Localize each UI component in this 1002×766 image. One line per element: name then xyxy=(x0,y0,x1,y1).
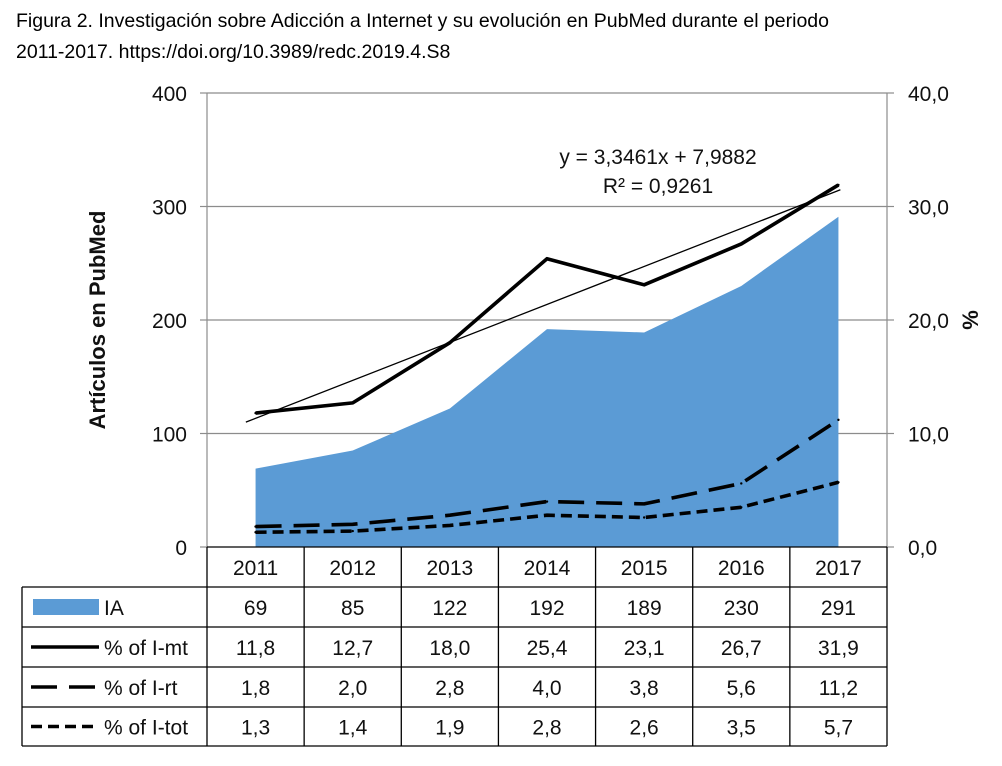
x-tick-label: 2012 xyxy=(329,557,376,580)
legend-label: % of I-rt xyxy=(104,677,178,700)
y-right-tick-label: 0,0 xyxy=(908,537,937,560)
table-cell-value: 122 xyxy=(432,597,467,620)
table-cell-value: 4,0 xyxy=(532,677,561,700)
data-point xyxy=(448,524,452,527)
table-cell-value: 5,6 xyxy=(727,677,756,700)
trendline xyxy=(245,189,841,423)
table-cell-value: 31,9 xyxy=(818,637,859,660)
legend-label: % of I-mt xyxy=(104,637,188,660)
table-cell-value: 11,2 xyxy=(819,677,858,700)
table-cell-value: 11,8 xyxy=(236,637,275,660)
table-cell-value: 69 xyxy=(244,597,267,620)
table-cell-value: 12,7 xyxy=(332,637,373,660)
y-right-tick-label: 40,0 xyxy=(908,83,949,106)
area-series-ia xyxy=(255,216,839,547)
table-cell-value: 189 xyxy=(627,597,662,620)
table-cell-value: 1,3 xyxy=(241,717,270,740)
y-tick-label: 400 xyxy=(152,83,187,106)
y-right-axis-title: % xyxy=(958,310,983,330)
data-point xyxy=(545,257,549,260)
data-point xyxy=(642,283,646,287)
y-tick-label: 300 xyxy=(152,197,187,220)
data-point xyxy=(740,482,743,485)
x-tick-label: 2013 xyxy=(426,557,473,580)
figure-caption: Figura 2. Investigación sobre Adicción a… xyxy=(16,6,991,68)
data-point xyxy=(254,411,257,415)
y-right-tick-label: 20,0 xyxy=(908,310,949,333)
table-cell-value: 2,8 xyxy=(532,717,561,740)
y-tick-label: 200 xyxy=(152,310,187,333)
table-cell-value: 23,1 xyxy=(624,637,665,660)
table-cell-value: 2,8 xyxy=(435,677,464,700)
x-tick-label: 2016 xyxy=(718,557,765,580)
data-point xyxy=(351,523,354,526)
y-right-tick-label: 10,0 xyxy=(908,424,949,447)
y-tick-label: 100 xyxy=(152,424,187,447)
data-point xyxy=(351,529,354,533)
table-cell-value: 192 xyxy=(529,597,564,620)
data-point xyxy=(642,516,646,519)
data-point xyxy=(740,242,743,246)
table-cell-value: 85 xyxy=(341,597,364,620)
x-tick-label: 2014 xyxy=(524,557,571,580)
table-cell-value: 5,7 xyxy=(824,717,853,740)
caption-line-1: Figura 2. Investigación sobre Adicción a… xyxy=(16,10,830,32)
data-point xyxy=(837,418,840,422)
table-cell-value: 3,8 xyxy=(630,677,659,700)
table-cell-value: 25,4 xyxy=(527,637,568,660)
y-right-tick-label: 30,0 xyxy=(908,197,949,220)
legend-label: IA xyxy=(104,597,124,620)
x-tick-label: 2011 xyxy=(233,557,278,580)
table-cell-value: 26,7 xyxy=(721,637,762,660)
table-cell-value: 3,5 xyxy=(727,717,756,740)
table-cell-value: 2,0 xyxy=(338,677,367,700)
data-point xyxy=(642,502,646,506)
table-cell-value: 291 xyxy=(821,597,856,620)
data-point xyxy=(254,525,257,528)
table-cell-value: 230 xyxy=(724,597,759,620)
table-cell-value: 2,6 xyxy=(630,717,659,740)
data-point xyxy=(837,481,840,484)
trendline-r-squared: R² = 0,9261 xyxy=(603,175,713,198)
trendline-equation: y = 3,3461x + 7,9882 xyxy=(559,146,756,169)
caption-line-2: 2011-2017. https://doi.org/10.3989/redc.… xyxy=(16,41,451,63)
x-tick-label: 2017 xyxy=(815,557,862,580)
data-point xyxy=(448,341,452,344)
data-point xyxy=(740,506,743,509)
data-point xyxy=(448,514,452,517)
data-point xyxy=(254,531,257,534)
table-cell-value: 18,0 xyxy=(429,637,470,660)
y-axis-title: Artículos en PubMed xyxy=(85,211,110,430)
data-point xyxy=(837,183,840,187)
table-cell-value: 1,8 xyxy=(241,677,270,700)
x-tick-label: 2015 xyxy=(621,557,668,580)
legend-key-ia xyxy=(33,599,99,615)
data-point xyxy=(545,514,549,517)
data-point xyxy=(545,500,549,503)
legend-label: % of I-tot xyxy=(104,717,188,740)
table-cell-value: 1,4 xyxy=(338,717,368,740)
table-cell-value: 1,9 xyxy=(435,717,464,740)
y-tick-label: 0 xyxy=(175,537,187,560)
data-point xyxy=(351,401,354,405)
